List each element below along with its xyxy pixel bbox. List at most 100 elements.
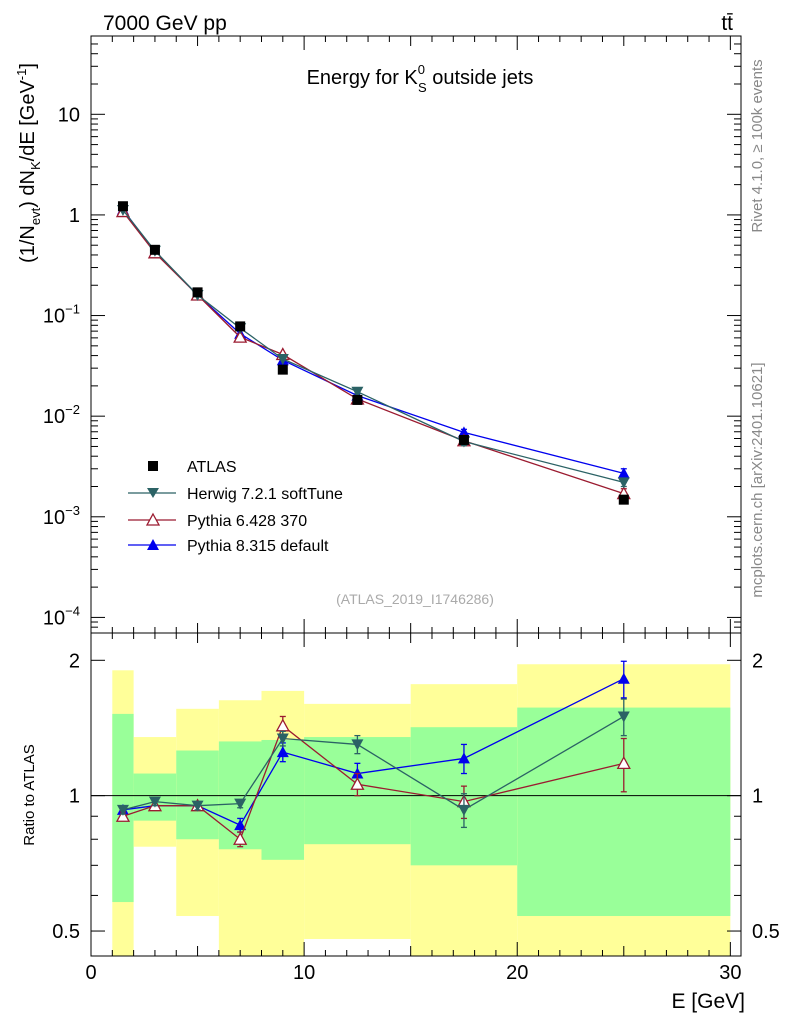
legend-label-herwig: Herwig 7.2.1 softTune	[187, 486, 343, 503]
ylabel-part1: (1/N	[17, 225, 39, 263]
chart-title-sup: 0	[418, 62, 425, 77]
x-tick-label: 20	[506, 962, 528, 984]
legend-marker-herwig	[147, 488, 159, 498]
ylabel-close: ]	[17, 63, 39, 69]
chart-title-main: Energy for K	[307, 67, 419, 89]
main-axis-ticks	[90, 35, 741, 634]
analysis-id-watermark: (ATLAS_2019_I1746286)	[336, 591, 494, 607]
ylabel-sub1: evt	[28, 207, 43, 225]
legend-label-pythia8: Pythia 8.315 default	[187, 538, 329, 555]
ratio-y-tick-label-right: 1	[752, 786, 763, 808]
x-tick-labels: 0 10 20 30	[85, 962, 741, 984]
x-axis-label: E [GeV]	[671, 990, 745, 1013]
rivet-version-label: Rivet 4.1.0, ≥ 100k events	[749, 59, 766, 232]
ratio-point-herwig-7-2-1-softtune	[351, 739, 364, 751]
main-point-atlas	[277, 364, 288, 375]
ratio-series-herwig-7-2-1-softtune	[116, 698, 630, 829]
ratio-series	[115, 660, 631, 848]
ratio-y-tick-label: 1	[69, 786, 80, 808]
main-y-tick-label: 10−1	[43, 302, 80, 328]
legend-entry-atlas: ATLAS	[148, 459, 237, 476]
x-tick-label: 10	[293, 962, 315, 984]
tick-base: 10	[43, 306, 65, 328]
ratio-point-pythia-8-315-default	[276, 746, 289, 758]
ratio-point-pythia-6-428-370	[350, 776, 365, 790]
main-point-pythia-8-315-default	[617, 467, 630, 479]
ratio-y-tick-label-right: 2	[752, 650, 763, 672]
legend-label-atlas: ATLAS	[187, 459, 237, 476]
tick-base: 10	[43, 607, 65, 629]
legend: ATLAS Herwig 7.2.1 softTune Pythia 6.428…	[128, 459, 343, 555]
legend-marker-pythia8	[147, 539, 159, 550]
ylabel-sub2: K	[28, 161, 43, 170]
tick-base: 10	[43, 406, 65, 428]
main-point-herwig-7-2-1-softtune	[617, 477, 630, 489]
legend-marker-atlas	[148, 461, 158, 471]
ratio-point-pythia-8-315-default	[457, 752, 470, 764]
main-point-atlas	[149, 244, 160, 255]
x-tick-label: 30	[719, 962, 741, 984]
ratio-y-tick-label-right: 0.5	[752, 921, 780, 943]
ratio-y-tick-label: 2	[69, 650, 80, 672]
ratio-point-herwig-7-2-1-softtune	[276, 733, 289, 745]
legend-entry-herwig: Herwig 7.2.1 softTune	[128, 486, 343, 503]
chart-title: Energy for K0 S outside jets	[307, 62, 534, 95]
ratio-point-pythia-6-428-370	[233, 831, 248, 845]
main-series-atlas	[117, 201, 629, 505]
main-y-tick-label: 10	[58, 104, 80, 126]
main-y-tick-label: 10−2	[43, 402, 80, 428]
ratio-panel: 2 2 1 1 0.5 0.5 0 10 20 30 Ratio to ATLAS E [GeV…	[21, 632, 780, 1013]
header-collision-label: 7000 GeV pp	[103, 12, 227, 35]
ylabel-sup: -1	[14, 69, 29, 81]
ratio-point-herwig-7-2-1-softtune	[617, 711, 630, 723]
tick-exponent: −3	[65, 503, 80, 518]
chart-title-rest: outside jets	[427, 67, 534, 89]
ylabel-part2: ) dN	[17, 170, 39, 208]
main-series	[115, 201, 631, 505]
tick-base: 10	[43, 507, 65, 529]
ratio-point-herwig-7-2-1-softtune	[116, 804, 129, 816]
ratio-point-herwig-7-2-1-softtune	[191, 800, 204, 812]
ylabel-part3: /dE [GeV	[17, 80, 39, 162]
ratio-y-axis-label: Ratio to ATLAS	[21, 744, 38, 845]
main-y-tick-label: 1	[69, 205, 80, 227]
ratio-point-herwig-7-2-1-softtune	[234, 798, 247, 810]
ratio-y-tick-label: 0.5	[52, 921, 80, 943]
main-point-atlas	[352, 394, 363, 405]
tick-exponent: −2	[65, 402, 80, 417]
main-point-pythia-8-315-default	[457, 426, 470, 438]
main-point-atlas	[235, 321, 246, 332]
main-point-atlas	[618, 494, 629, 505]
ratio-y-tick-labels: 2 2 1 1 0.5 0.5	[52, 650, 780, 943]
legend-entry-pythia8: Pythia 8.315 default	[128, 538, 329, 555]
main-point-atlas	[458, 434, 469, 445]
ratio-point-herwig-7-2-1-softtune	[457, 804, 470, 816]
legend-label-pythia6: Pythia 6.428 370	[187, 513, 307, 530]
main-y-tick-label: 10−4	[43, 603, 80, 629]
main-point-pythia-6-428-370	[233, 329, 248, 343]
main-y-tick-label: 10−3	[43, 503, 80, 529]
main-point-herwig-7-2-1-softtune	[276, 353, 289, 365]
main-point-atlas	[192, 287, 203, 298]
legend-marker-pythia6	[145, 512, 161, 526]
ratio-band-green	[176, 750, 219, 840]
main-point-atlas	[117, 201, 128, 212]
ratio-point-pythia-6-428-370	[616, 755, 631, 769]
mcplots-label: mcplots.cern.ch [arXiv:2401.10621]	[749, 362, 766, 597]
ratio-point-pythia-8-315-default	[234, 819, 247, 831]
ratio-point-pythia-8-315-default	[617, 672, 630, 684]
header-process-label: tt̄	[721, 12, 733, 35]
ratio-point-herwig-7-2-1-softtune	[148, 796, 161, 808]
main-point-herwig-7-2-1-softtune	[351, 386, 364, 398]
x-tick-label: 0	[85, 962, 96, 984]
main-line-herwig-7-2-1-softtune	[122, 209, 624, 483]
main-y-axis-label: (1/Nevt) dNK/dE [GeV-1]	[14, 63, 43, 263]
ratio-line-herwig-7-2-1-softtune	[122, 715, 625, 811]
tick-exponent: −4	[65, 603, 80, 618]
chart-title-sub: S	[418, 80, 427, 95]
legend-entry-pythia6: Pythia 6.428 370	[128, 512, 307, 530]
tick-exponent: −1	[65, 302, 80, 317]
